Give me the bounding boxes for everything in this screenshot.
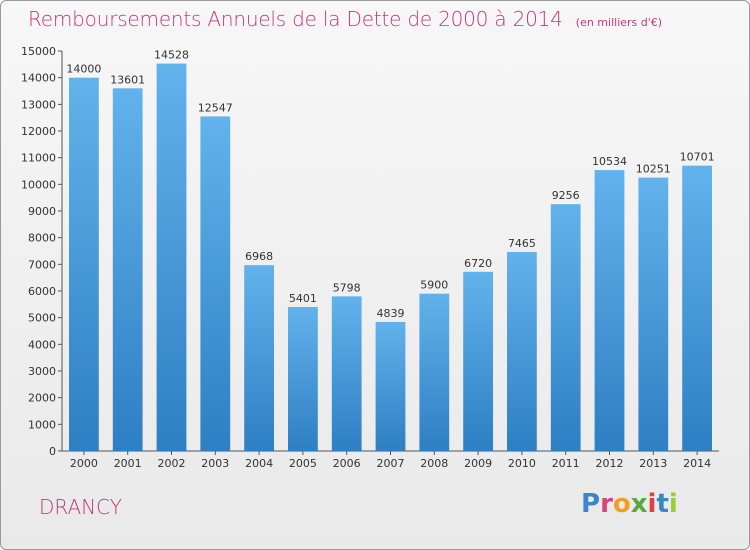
bars [69,63,712,452]
y-tick-label: 14000 [21,72,56,85]
y-tick-label: 7000 [28,258,56,271]
data-label: 9256 [552,189,580,202]
bar [331,296,362,451]
logo-letter: r [600,489,613,519]
data-label: 4839 [377,307,405,320]
y-tick-label: 9000 [28,205,56,218]
x-tick-label: 2005 [289,457,317,470]
x-tick-label: 2003 [201,457,229,470]
data-label: 5798 [333,281,361,294]
y-tick-label: 1000 [28,418,56,431]
y-tick-label: 4000 [28,338,56,351]
bar [112,88,143,451]
data-label: 6968 [245,250,273,263]
bar [594,170,625,452]
x-tick-label: 2014 [683,457,711,470]
bar [288,306,318,451]
data-label: 14528 [154,49,189,62]
x-tick-label: 2002 [158,457,186,470]
y-tick-label: 10000 [21,178,56,191]
title-row: Remboursements Annuels de la Dette de 20… [28,7,662,31]
x-tick-label: 2010 [508,457,536,470]
bar [375,321,406,451]
bar [463,271,493,451]
data-labels: 14000 13601 14528 12547 6968 5401 5798 4839 5900… [66,49,714,320]
y-tick-label: 11000 [21,152,56,165]
proxiti-logo: Proxiti [581,489,678,519]
chart-subtitle: (en milliers d'€) [575,16,663,29]
y-tick-label: 6000 [28,285,56,298]
data-label: 6720 [464,257,492,270]
data-label: 10251 [636,163,671,176]
data-label: 5900 [420,279,448,292]
y-tick-label: 2000 [28,392,56,405]
data-label: 14000 [66,63,101,76]
y-tick-label: 15000 [21,45,56,58]
data-label: 10701 [680,151,715,164]
y-tick-label: 0 [49,445,56,458]
logo-letter: t [656,489,669,519]
logo-letter: i [668,489,678,519]
bar [156,63,187,451]
x-tick-label: 2006 [333,457,361,470]
bar [419,293,450,451]
bar [200,116,231,451]
logo-letter: i [647,489,657,519]
data-label: 7465 [508,237,536,250]
data-label: 5401 [289,292,317,305]
bar [550,204,581,451]
chart-title: Remboursements Annuels de la Dette de 20… [28,7,563,31]
bar [638,177,669,451]
logo-letter: o [612,489,631,519]
x-tick-label: 2000 [70,457,98,470]
x-tick-label: 2009 [464,457,492,470]
x-tick-label: 2004 [245,457,273,470]
bar [507,251,537,451]
data-label: 13601 [110,73,145,86]
y-tick-label: 5000 [28,312,56,325]
data-label: 12547 [198,101,233,114]
logo-letter: x [630,489,648,519]
bar [69,77,99,452]
y-tick-label: 3000 [28,365,56,378]
city-label: DRANCY [39,495,122,519]
bar [682,165,712,451]
x-tick-label: 2013 [639,457,667,470]
x-axis: 2000 2001 2002 2003 2004 2005 2006 2007 2008 2009… [62,450,719,470]
y-tick-label: 8000 [28,232,56,245]
x-tick-label: 2012 [596,457,624,470]
data-label: 10534 [592,155,627,168]
x-tick-label: 2001 [114,457,142,470]
x-tick-label: 2011 [552,457,580,470]
logo-letter: P [581,489,601,519]
bar [244,265,274,451]
y-axis: 0 1000 2000 3000 4000 5000 6000 7000 8000 9000 100… [21,45,63,458]
y-tick-label: 13000 [21,98,56,111]
y-tick-label: 12000 [21,125,56,138]
x-tick-label: 2007 [377,457,405,470]
x-tick-label: 2008 [420,457,448,470]
